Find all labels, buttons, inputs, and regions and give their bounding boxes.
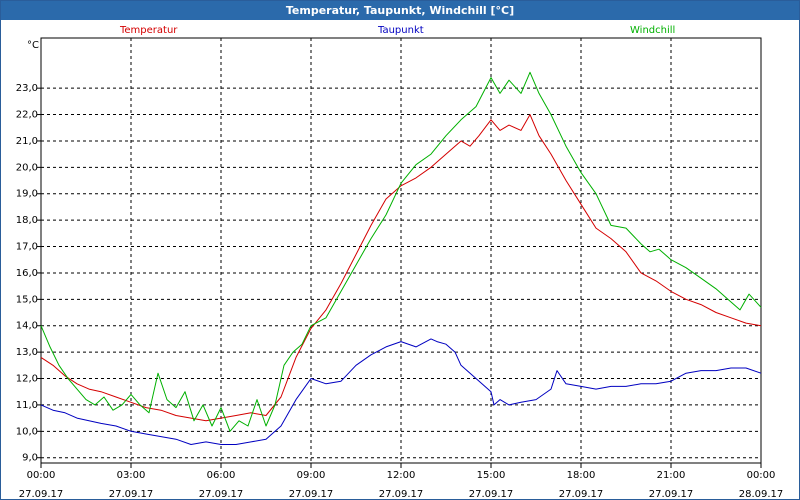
y-tick-label: 21,0	[16, 136, 38, 147]
y-tick-label: 12,0	[16, 374, 38, 385]
window-title: Temperatur, Taupunkt, Windchill [°C]	[1, 1, 799, 20]
x-tick-date-label: 27.09.17	[649, 489, 694, 499]
y-axis-label: °C	[27, 40, 39, 51]
plot-frame	[40, 37, 762, 464]
y-tick-label: 19,0	[16, 189, 38, 200]
y-tick-label: 17,0	[16, 242, 38, 253]
x-tick-time-label: 00:00	[27, 470, 56, 481]
x-tick-time-label: 00:00	[747, 470, 776, 481]
legend-temperatur: Temperatur	[120, 25, 178, 36]
x-tick-time-label: 06:00	[207, 470, 236, 481]
x-tick-date-label: 27.09.17	[559, 489, 604, 499]
legend-taupunkt: Taupunkt	[378, 25, 424, 36]
y-tick-label: 10,0	[16, 426, 38, 437]
legend-windchill: Windchill	[630, 25, 676, 36]
line-chart: 9,0 10,0 11,0 12,0 13,0 14,0 15,0 16,0 17,0 18,0 1…	[16, 37, 784, 499]
x-tick-date-label: 27.09.17	[19, 489, 64, 499]
x-tick-time-label: 03:00	[117, 470, 146, 481]
x-tick-time-label: 15:00	[477, 470, 506, 481]
y-tick-label: 9,0	[22, 453, 38, 464]
y-tick-label: 18,0	[16, 215, 38, 226]
y-tick-label: 16,0	[16, 268, 38, 279]
series-line-windchill	[40, 71, 762, 432]
x-tick-time-label: 21:00	[657, 470, 686, 481]
series-line-taupunkt	[40, 338, 762, 445]
y-tick-label: 22,0	[16, 110, 38, 121]
x-tick-date-label: 27.09.17	[379, 489, 424, 499]
x-tick-time-label: 18:00	[567, 470, 596, 481]
x-tick-time-label: 09:00	[297, 470, 326, 481]
y-tick-label: 15,0	[16, 294, 38, 305]
x-tick-time-label: 12:00	[387, 470, 416, 481]
y-tick-label: 13,0	[16, 347, 38, 358]
x-tick-date-label: 28.09.17	[739, 489, 784, 499]
x-tick-date-label: 27.09.17	[469, 489, 514, 499]
y-tick-label: 23,0	[16, 83, 38, 94]
series-line-temperatur	[40, 114, 762, 422]
x-tick-date-label: 27.09.17	[199, 489, 244, 499]
x-tick-date-label: 27.09.17	[289, 489, 334, 499]
y-tick-label: 14,0	[16, 321, 38, 332]
x-tick-date-label: 27.09.17	[109, 489, 154, 499]
y-tick-label: 11,0	[16, 400, 38, 411]
y-tick-label: 20,0	[16, 162, 38, 173]
